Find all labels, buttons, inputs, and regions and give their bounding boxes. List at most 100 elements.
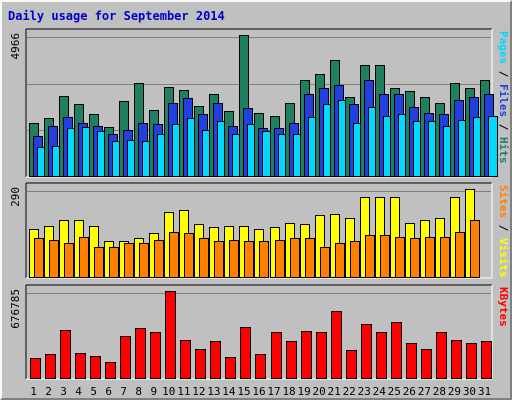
- x-tick-label: 2: [45, 385, 52, 398]
- x-tick-label: 12: [192, 385, 205, 398]
- x-tick-label: 15: [237, 385, 250, 398]
- x-tick-label: 11: [177, 385, 190, 398]
- x-tick-label: 29: [448, 385, 461, 398]
- x-tick-label: 27: [418, 385, 431, 398]
- bar-sites-day-12: [199, 238, 209, 278]
- x-tick-label: 3: [60, 385, 67, 398]
- bar-sites-day-7: [124, 243, 134, 278]
- x-tick-label: 31: [478, 385, 491, 398]
- legend-hits: Hits: [497, 137, 510, 164]
- bar-sites-day-10: [169, 232, 179, 278]
- bar-kbytes-day-30: [466, 343, 477, 379]
- bar-kbytes-day-18: [286, 341, 297, 379]
- legend-sites: Sites: [497, 185, 510, 218]
- legend-sep: /: [497, 218, 510, 238]
- bar-sites-day-3: [64, 243, 74, 278]
- legend-visits: Visits: [497, 238, 510, 278]
- x-tick-label: 8: [135, 385, 142, 398]
- panel-2-ymax-label: 290: [9, 187, 22, 207]
- bar-kbytes-day-25: [391, 322, 402, 379]
- bar-sites-day-9: [154, 240, 164, 278]
- x-tick-label: 13: [207, 385, 220, 398]
- bar-kbytes-day-5: [90, 356, 101, 379]
- x-tick-label: 28: [433, 385, 446, 398]
- x-tick-label: 5: [90, 385, 97, 398]
- panel-2-legend: Sites / Visits: [497, 185, 510, 278]
- bar-sites-day-21: [335, 243, 345, 278]
- bar-kbytes-day-8: [135, 328, 146, 379]
- bar-kbytes-day-28: [436, 332, 447, 379]
- bar-kbytes-day-24: [376, 332, 387, 379]
- bar-kbytes-day-19: [301, 331, 312, 379]
- x-tick-label: 18: [282, 385, 295, 398]
- bar-sites-day-29: [455, 232, 465, 278]
- bar-pages-day-31: [488, 116, 498, 177]
- bar-kbytes-day-11: [180, 340, 191, 379]
- chart-title: Daily usage for September 2014: [8, 9, 225, 23]
- bar-kbytes-day-13: [210, 341, 221, 379]
- bar-sites-day-18: [290, 238, 300, 278]
- x-tick-label: 10: [162, 385, 175, 398]
- bar-kbytes-day-17: [271, 332, 282, 379]
- x-tick-label: 17: [267, 385, 280, 398]
- x-tick-label: 25: [388, 385, 401, 398]
- bar-sites-day-2: [49, 240, 59, 278]
- panel-3-ymax-label: 676785: [9, 289, 22, 329]
- bar-sites-day-20: [320, 247, 330, 278]
- x-tick-label: 6: [105, 385, 112, 398]
- bar-kbytes-day-9: [150, 332, 161, 379]
- bar-sites-day-5: [94, 247, 104, 278]
- bar-kbytes-day-22: [346, 350, 357, 379]
- x-tick-label: 14: [222, 385, 236, 398]
- x-tick-label: 23: [358, 385, 371, 398]
- bar-sites-day-30: [470, 220, 480, 278]
- bar-sites-day-23: [365, 235, 375, 278]
- bar-sites-day-28: [440, 237, 450, 278]
- legend-pages: Pages: [497, 31, 510, 64]
- bar-kbytes-day-16: [255, 354, 266, 379]
- panel-1-legend: Pages / Files / Hits: [497, 31, 510, 164]
- x-tick-label: 20: [313, 385, 326, 398]
- x-tick-label: 22: [343, 385, 356, 398]
- bar-sites-day-26: [410, 238, 420, 278]
- x-tick-label: 19: [297, 385, 310, 398]
- bar-sites-day-14: [229, 240, 239, 278]
- x-tick-label: 26: [403, 385, 416, 398]
- x-tick-label: 7: [120, 385, 127, 398]
- bar-sites-day-24: [380, 235, 390, 278]
- bar-kbytes-day-23: [361, 324, 372, 379]
- bar-sites-day-25: [395, 237, 405, 278]
- bar-kbytes-day-3: [60, 330, 71, 379]
- bar-sites-day-4: [79, 237, 89, 278]
- bar-kbytes-day-4: [75, 353, 86, 379]
- x-tick-label: 1: [30, 385, 37, 398]
- bar-kbytes-day-7: [120, 336, 131, 379]
- bar-kbytes-day-20: [316, 332, 327, 379]
- legend-sep: /: [497, 64, 510, 84]
- bar-kbytes-day-31: [481, 341, 492, 379]
- bar-kbytes-day-15: [240, 327, 251, 379]
- bar-sites-day-16: [259, 241, 269, 278]
- bar-sites-day-13: [214, 241, 224, 278]
- bar-sites-day-6: [109, 247, 119, 278]
- bar-sites-day-17: [275, 240, 285, 278]
- bar-sites-day-15: [244, 241, 254, 278]
- bar-sites-day-1: [34, 238, 44, 278]
- bar-kbytes-day-12: [195, 349, 206, 379]
- x-tick-label: 4: [75, 385, 82, 398]
- bar-kbytes-day-29: [451, 340, 462, 379]
- bar-sites-day-22: [350, 241, 360, 278]
- bar-sites-day-8: [139, 243, 149, 278]
- bar-kbytes-day-10: [165, 291, 176, 379]
- x-tick-label: 24: [373, 385, 387, 398]
- x-tick-label: 16: [252, 385, 265, 398]
- panel-3-legend: KBytes: [497, 287, 510, 327]
- panel-1-ymax-label: 4966: [9, 33, 22, 60]
- bar-kbytes-day-14: [225, 357, 236, 379]
- legend-files: Files: [497, 84, 510, 117]
- bar-sites-day-27: [425, 237, 435, 278]
- legend-kbytes: KBytes: [497, 287, 510, 327]
- bar-kbytes-day-6: [105, 362, 116, 379]
